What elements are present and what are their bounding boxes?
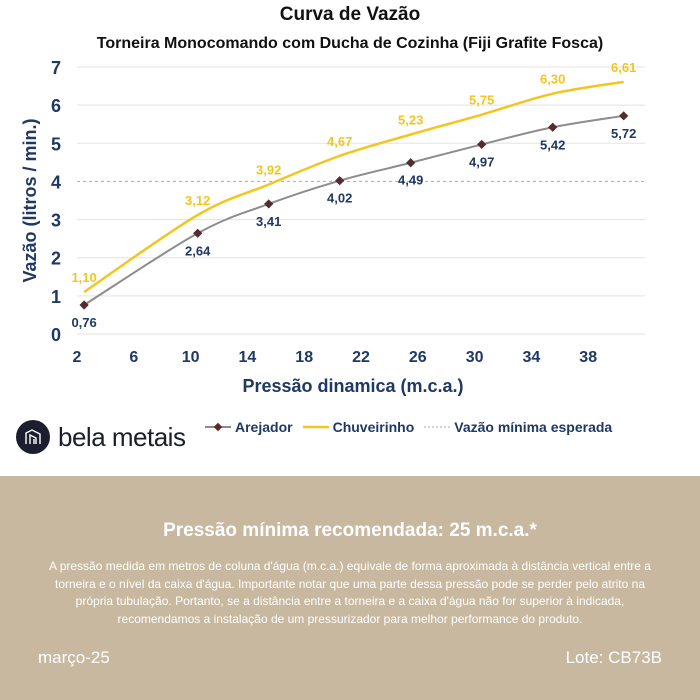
data-label: 5,42 [540,137,565,152]
data-label: 4,49 [398,173,423,188]
legend-arejador: Arejador [205,419,293,435]
y-tick-label: 4 [51,172,61,192]
data-label: 6,30 [540,72,565,87]
arejador-legend-icon [205,422,231,432]
x-tick-label: 14 [239,349,257,366]
series-line-chuveirinho [83,80,624,294]
data-label: 4,67 [327,134,352,149]
data-label: 5,75 [469,93,494,108]
data-label: 5,72 [611,126,636,141]
data-label: 3,41 [256,214,281,229]
chart-subtitle: Torneira Monocomando com Ducha de Cozinh… [96,35,604,52]
legend-reference: Vazão mínima esperada [424,419,612,435]
brand-icon [16,420,50,454]
data-label: 2,64 [185,243,211,258]
data-point [477,139,487,150]
legend-label: Arejador [235,419,293,435]
data-point [79,300,89,310]
x-tick-label: 34 [523,349,541,366]
data-point [264,199,274,209]
data-label: 4,02 [327,191,352,206]
y-tick-label: 2 [51,249,61,269]
x-tick-label: 26 [409,349,427,366]
x-tick-label: 2 [73,349,82,366]
info-footer: Pressão mínima recomendada: 25 m.c.a.* A… [0,476,700,700]
brand-name: bela metais [58,421,186,452]
y-tick-label: 5 [51,134,61,154]
y-tick-label: 6 [51,96,61,116]
legend-label: Chuveirinho [332,419,415,435]
legend-label: Vazão mínima esperada [454,419,613,435]
data-point [548,122,558,132]
x-tick-label: 18 [295,349,313,366]
data-label: 6,61 [611,60,636,75]
data-label: 0,76 [71,315,96,330]
chart-legend: Arejador Chuveirinho Vazão mínima espera… [205,419,612,435]
x-tick-label: 6 [129,349,138,366]
x-tick-label: 10 [182,349,200,366]
footer-title: Pressão mínima recomendada: 25 m.c.a.* [163,520,537,541]
data-point [619,111,629,121]
data-label: 3,92 [256,162,281,177]
chart-title: Curva de Vazão [279,4,421,25]
x-tick-label: 30 [466,349,484,366]
y-axis-label: Vazão (litros / min.) [20,118,40,282]
data-label: 4,97 [469,154,494,169]
data-label: 1,10 [71,270,96,285]
x-axis-label: Pressão dinamica (m.c.a.) [242,376,463,396]
legend-chuveirinho: Chuveirinho [302,419,415,435]
footer-lot: Lote: CB73B [565,648,662,667]
x-tick-label: 22 [352,349,370,366]
y-tick-label: 3 [51,211,61,231]
reference-legend-icon [424,426,451,428]
y-tick-label: 7 [51,58,61,78]
data-label: 5,23 [398,113,423,128]
data-label: 3,12 [185,193,210,208]
brand-logo: bela metais [16,420,186,454]
footer-date: março-25 [38,648,110,667]
data-point [335,176,345,186]
y-tick-label: 1 [51,287,61,307]
footer-text: A pressão medida em metros de coluna d'á… [49,559,651,626]
data-point [193,228,203,238]
y-tick-label: 0 [51,325,61,345]
x-tick-label: 38 [579,349,597,366]
data-point [406,158,416,168]
chuveirinho-legend-icon [302,425,329,429]
